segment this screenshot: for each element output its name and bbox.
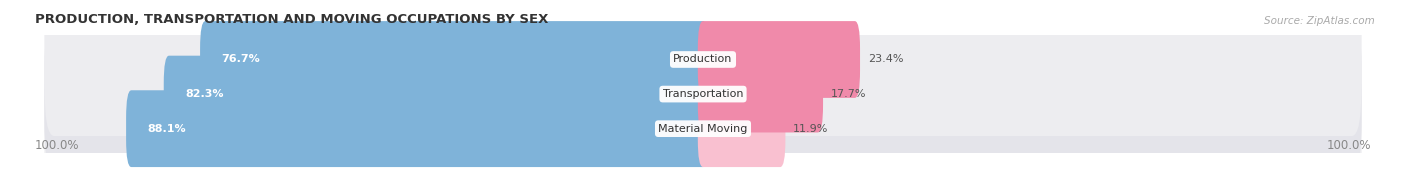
- Text: Transportation: Transportation: [662, 89, 744, 99]
- FancyBboxPatch shape: [45, 0, 1361, 136]
- FancyBboxPatch shape: [697, 56, 823, 132]
- Text: 82.3%: 82.3%: [186, 89, 224, 99]
- Text: 23.4%: 23.4%: [868, 54, 903, 64]
- Text: 11.9%: 11.9%: [793, 124, 828, 134]
- Text: Source: ZipAtlas.com: Source: ZipAtlas.com: [1264, 16, 1375, 26]
- Text: PRODUCTION, TRANSPORTATION AND MOVING OCCUPATIONS BY SEX: PRODUCTION, TRANSPORTATION AND MOVING OC…: [35, 13, 548, 26]
- FancyBboxPatch shape: [45, 52, 1361, 196]
- FancyBboxPatch shape: [200, 21, 709, 98]
- Text: 76.7%: 76.7%: [222, 54, 260, 64]
- FancyBboxPatch shape: [697, 21, 860, 98]
- Text: Material Moving: Material Moving: [658, 124, 748, 134]
- Text: 88.1%: 88.1%: [148, 124, 186, 134]
- FancyBboxPatch shape: [163, 56, 709, 132]
- FancyBboxPatch shape: [127, 90, 709, 167]
- FancyBboxPatch shape: [45, 17, 1361, 171]
- Text: 17.7%: 17.7%: [831, 89, 866, 99]
- FancyBboxPatch shape: [697, 90, 786, 167]
- Text: Production: Production: [673, 54, 733, 64]
- Text: 100.0%: 100.0%: [1327, 139, 1371, 152]
- Text: 100.0%: 100.0%: [35, 139, 79, 152]
